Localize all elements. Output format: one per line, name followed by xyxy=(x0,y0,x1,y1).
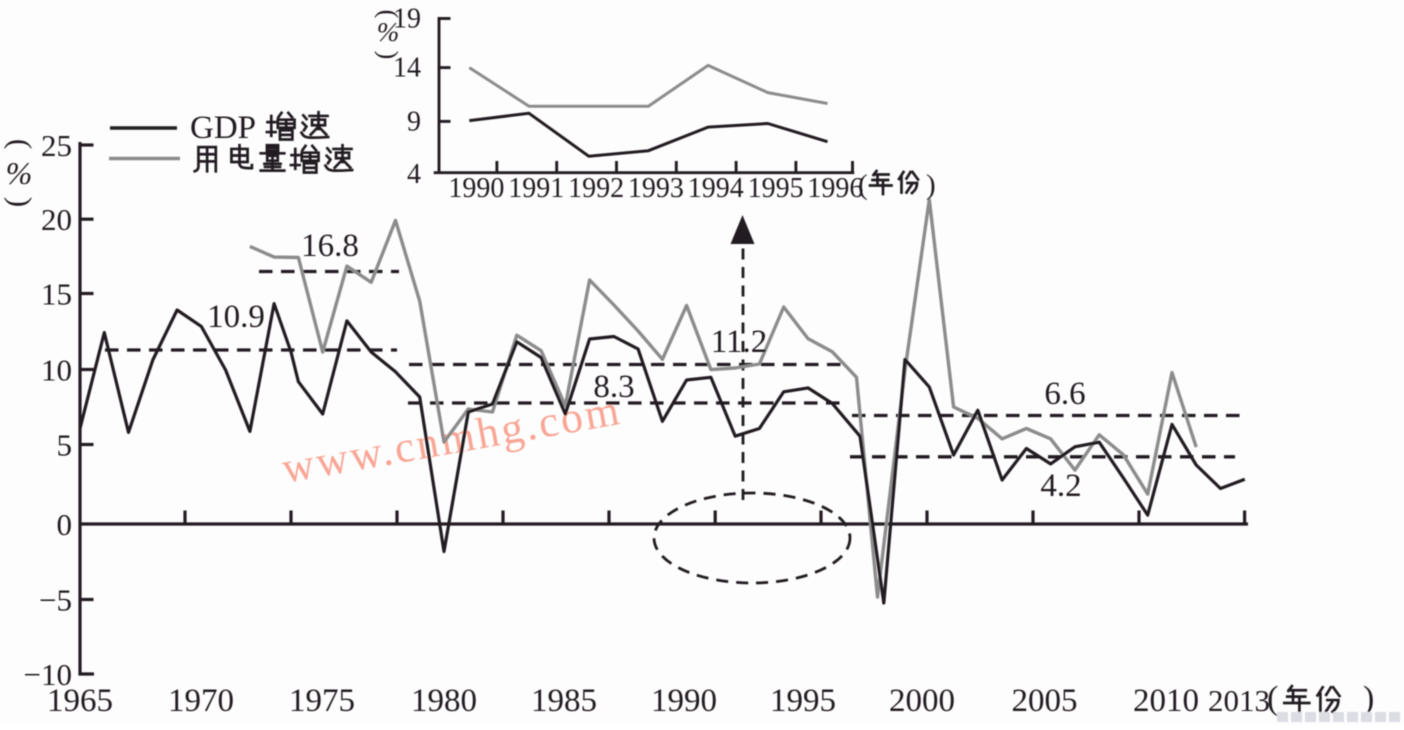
svg-text:0: 0 xyxy=(57,507,73,542)
svg-text:4: 4 xyxy=(407,159,421,190)
svg-text:GDP: GDP xyxy=(190,110,256,146)
svg-text:14: 14 xyxy=(393,53,421,84)
svg-text:1990: 1990 xyxy=(651,683,717,719)
svg-text:2013: 2013 xyxy=(1208,683,1270,718)
svg-text:11.2: 11.2 xyxy=(711,324,768,360)
svg-text:1991: 1991 xyxy=(508,173,564,204)
svg-text:−5: −5 xyxy=(39,583,72,618)
svg-text:(: ( xyxy=(858,169,868,201)
svg-text:1965: 1965 xyxy=(47,683,113,719)
svg-text:1992: 1992 xyxy=(568,173,624,204)
svg-text:%: % xyxy=(6,155,33,191)
svg-text:15: 15 xyxy=(41,277,72,312)
svg-text:1995: 1995 xyxy=(748,173,804,204)
svg-text:25: 25 xyxy=(41,128,72,163)
svg-text:1995: 1995 xyxy=(770,683,836,719)
svg-text:4.2: 4.2 xyxy=(1040,468,1081,504)
svg-text:1994: 1994 xyxy=(688,173,744,204)
svg-text:): ) xyxy=(374,51,403,60)
svg-text:19: 19 xyxy=(393,4,421,35)
svg-text:6.6: 6.6 xyxy=(1044,376,1085,412)
svg-text:5: 5 xyxy=(57,428,73,463)
svg-text:16.8: 16.8 xyxy=(301,228,359,264)
svg-text:8.3: 8.3 xyxy=(593,369,634,405)
svg-text:−10: −10 xyxy=(24,657,72,692)
svg-text:(: ( xyxy=(374,10,403,19)
svg-text:(: ( xyxy=(1267,680,1278,717)
svg-text:9: 9 xyxy=(407,106,421,137)
svg-text:2000: 2000 xyxy=(889,683,955,719)
svg-text:10.9: 10.9 xyxy=(207,299,265,335)
svg-text:1975: 1975 xyxy=(289,683,355,719)
svg-text:20: 20 xyxy=(41,202,72,237)
svg-text:1980: 1980 xyxy=(411,683,477,719)
svg-text:): ) xyxy=(926,169,936,201)
svg-text:(: ( xyxy=(4,139,39,149)
svg-text:): ) xyxy=(4,197,39,207)
svg-text:2005: 2005 xyxy=(1012,683,1078,719)
svg-text:1993: 1993 xyxy=(628,173,684,204)
svg-text:1990: 1990 xyxy=(448,173,504,204)
svg-text:1996: 1996 xyxy=(807,173,863,204)
svg-text:1970: 1970 xyxy=(168,683,234,719)
svg-text:10: 10 xyxy=(41,353,72,388)
svg-text:1985: 1985 xyxy=(531,683,597,719)
svg-text:%: % xyxy=(377,17,400,47)
svg-text:2010: 2010 xyxy=(1133,683,1199,719)
svg-text:): ) xyxy=(1363,680,1374,717)
